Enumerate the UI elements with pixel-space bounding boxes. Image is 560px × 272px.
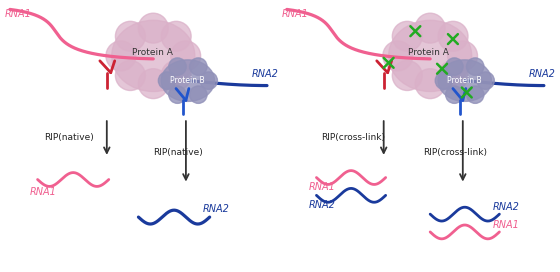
Ellipse shape bbox=[138, 13, 168, 43]
Ellipse shape bbox=[171, 41, 200, 71]
Ellipse shape bbox=[415, 69, 445, 99]
Text: RNA1: RNA1 bbox=[5, 10, 32, 19]
Ellipse shape bbox=[477, 72, 494, 89]
Ellipse shape bbox=[106, 41, 136, 71]
Ellipse shape bbox=[169, 86, 186, 103]
Ellipse shape bbox=[435, 72, 452, 89]
Ellipse shape bbox=[138, 69, 168, 99]
Ellipse shape bbox=[161, 60, 214, 101]
Ellipse shape bbox=[115, 61, 146, 91]
Ellipse shape bbox=[446, 58, 463, 75]
Ellipse shape bbox=[161, 61, 191, 91]
Text: RNA2: RNA2 bbox=[252, 69, 279, 79]
Text: RNA1: RNA1 bbox=[492, 220, 519, 230]
Ellipse shape bbox=[393, 21, 422, 51]
Ellipse shape bbox=[190, 58, 207, 75]
Text: RNA1: RNA1 bbox=[309, 183, 335, 193]
Ellipse shape bbox=[190, 86, 207, 103]
Ellipse shape bbox=[466, 58, 484, 75]
Text: Protein B: Protein B bbox=[170, 76, 205, 85]
Text: RNA2: RNA2 bbox=[492, 202, 519, 212]
Text: Protein A: Protein A bbox=[132, 48, 172, 57]
Text: RIP(cross-link): RIP(cross-link) bbox=[321, 133, 385, 142]
Ellipse shape bbox=[158, 72, 176, 89]
Ellipse shape bbox=[438, 21, 468, 51]
Ellipse shape bbox=[438, 60, 492, 101]
Text: Protein B: Protein B bbox=[447, 76, 482, 85]
Ellipse shape bbox=[438, 61, 468, 91]
Text: RIP(cross-link): RIP(cross-link) bbox=[423, 148, 487, 157]
Text: RNA1: RNA1 bbox=[30, 187, 57, 197]
Ellipse shape bbox=[446, 86, 463, 103]
Ellipse shape bbox=[389, 20, 472, 91]
Ellipse shape bbox=[393, 61, 422, 91]
Ellipse shape bbox=[161, 21, 191, 51]
Text: RIP(native): RIP(native) bbox=[153, 148, 203, 157]
Ellipse shape bbox=[169, 58, 186, 75]
Ellipse shape bbox=[466, 86, 484, 103]
Ellipse shape bbox=[115, 21, 146, 51]
Ellipse shape bbox=[200, 72, 217, 89]
Ellipse shape bbox=[415, 13, 445, 43]
Text: RNA2: RNA2 bbox=[309, 200, 335, 210]
Text: RNA2: RNA2 bbox=[203, 204, 230, 214]
Ellipse shape bbox=[383, 41, 413, 71]
Ellipse shape bbox=[112, 20, 195, 91]
Ellipse shape bbox=[447, 41, 478, 71]
Text: RIP(native): RIP(native) bbox=[44, 133, 94, 142]
Text: RNA1: RNA1 bbox=[282, 10, 309, 19]
Text: Protein A: Protein A bbox=[408, 48, 449, 57]
Text: RNA2: RNA2 bbox=[529, 69, 556, 79]
